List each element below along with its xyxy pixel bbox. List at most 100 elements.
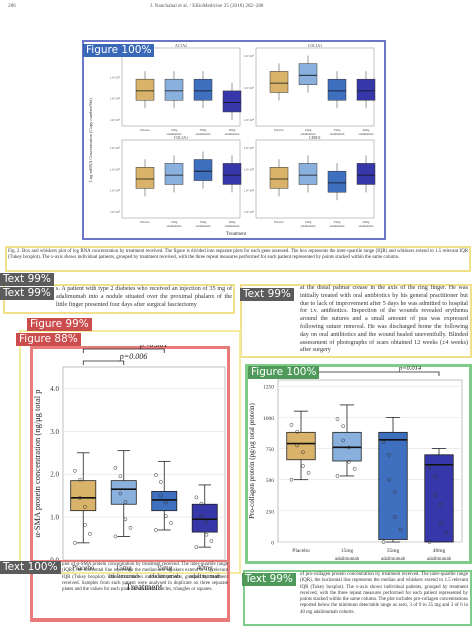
figure-tag-left-inner: Figure 88% — [16, 333, 81, 346]
top-box — [269, 71, 289, 93]
undefined-point — [335, 474, 340, 478]
top-panel-ytick: 1.0×10⁵ — [244, 86, 254, 90]
top-xtick: adalimumab — [196, 132, 211, 136]
top-xtick: 35mg — [200, 128, 207, 132]
top-panel-ytick: 1.0×10⁵ — [244, 167, 254, 171]
text-tag-4: Text 100% — [0, 561, 61, 574]
alpha-sma-boxplot: 0.01.02.03.04.0Placebo15mgadalimumab35mg… — [33, 345, 226, 592]
top-xtick: adalimumab — [196, 224, 211, 228]
undefined-point — [118, 474, 123, 479]
undefined-xtick: 40mg — [197, 564, 213, 572]
top-xtick: 40mg — [363, 220, 370, 224]
undefined-point — [444, 530, 449, 535]
undefined-sig-label: p<0.001 — [139, 345, 167, 349]
undefined-ytick: 500 — [266, 478, 275, 484]
undefined-xtick: 40mg — [433, 548, 446, 554]
undefined-point — [427, 465, 432, 470]
top-box — [356, 78, 376, 101]
body-text-left: s. A patient with type 2 diabetes who re… — [56, 286, 232, 308]
undefined-point — [204, 520, 209, 525]
undefined-point — [301, 464, 305, 468]
undefined-point — [352, 467, 357, 471]
top-xtick: adalimumab — [225, 224, 240, 228]
top-box — [222, 163, 242, 185]
top-box — [269, 167, 289, 189]
undefined-point — [387, 477, 392, 482]
top-panel-title: COL1A1 — [308, 44, 322, 48]
text-tag-2: Text 99% — [0, 287, 54, 300]
undefined-point — [164, 514, 168, 519]
undefined-point — [204, 532, 209, 537]
top-box — [135, 167, 155, 189]
figure-tag-top: Figure 100% — [83, 44, 155, 57]
undefined-point — [73, 468, 77, 473]
undefined-sig-label: p=0.006 — [119, 352, 147, 361]
undefined-point — [289, 477, 294, 482]
top-box — [298, 63, 318, 85]
top-figure: Log mRNA Concentration (Copy number/Std)… — [88, 44, 376, 237]
top-box — [193, 159, 213, 181]
caption-right: of pro-collagen protein concentration by… — [300, 572, 468, 615]
undefined-xtick: adalimumab — [148, 573, 180, 580]
top-figure-ylabel: Log mRNA Concentration (Copy number/Std) — [88, 98, 93, 182]
figure-tag-right: Figure 100% — [248, 366, 320, 379]
top-box — [164, 78, 184, 101]
top-box — [298, 163, 318, 185]
undefined-xtick: adalimumab — [108, 573, 140, 580]
top-panel-ytick: 1.0×10³ — [244, 210, 254, 214]
top-xtick: 15mg — [171, 128, 178, 132]
undefined-point — [341, 424, 346, 429]
top-xtick: adalimumab — [167, 132, 182, 136]
top-xtick: 40mg — [363, 128, 370, 132]
text-tag-5: Text 99% — [242, 573, 296, 586]
top-panel-frame — [121, 47, 241, 127]
top-figure-box — [82, 40, 386, 240]
undefined-point — [341, 438, 346, 443]
top-xtick: adalimumab — [359, 132, 374, 136]
undefined-box — [110, 480, 137, 505]
undefined-point — [295, 443, 300, 448]
top-panel-ytick: 1.0×10⁶ — [244, 54, 254, 58]
undefined-point — [83, 522, 87, 527]
figure-box-left-inner — [30, 346, 230, 622]
undefined-box — [378, 431, 408, 540]
undefined-ytick: 1.0 — [50, 514, 59, 522]
figure-box-right — [245, 364, 472, 564]
figure-box-left-outer — [19, 330, 241, 574]
undefined-point — [433, 474, 438, 479]
undefined-sig-bracket — [82, 348, 165, 353]
undefined-ytick: 4.0 — [50, 385, 59, 393]
undefined-point — [427, 540, 432, 544]
undefined-xtick: 35mg — [387, 548, 400, 554]
top-panel-ytick: 1.0×10⁶ — [110, 146, 120, 150]
undefined-xtick: adalimumab — [427, 557, 452, 562]
undefined-point — [73, 540, 77, 545]
undefined-point — [398, 527, 403, 532]
caption-box-top — [5, 246, 471, 272]
undefined-point — [289, 423, 294, 427]
caption-box-left — [30, 560, 230, 620]
figure-tag-left-outer: Figure 99% — [27, 318, 92, 331]
undefined-point — [169, 521, 173, 525]
top-xtick: adalimumab — [359, 224, 374, 228]
top-xtick: Placebo — [274, 128, 284, 132]
undefined-sig-bracket — [82, 360, 125, 365]
top-panel-ytick: 1.0×10³ — [110, 210, 120, 214]
undefined-point — [199, 514, 204, 518]
top-panel-ytick: 1.0×10⁶ — [244, 146, 254, 150]
top-panel-ytick: 1.0×10⁴ — [244, 118, 255, 122]
top-panel-ytick: 1.0×10⁴ — [110, 97, 121, 101]
top-xtick: 35mg — [334, 220, 341, 224]
undefined-point — [159, 493, 163, 498]
undefined-point — [199, 501, 204, 506]
top-xtick: adalimumab — [225, 132, 240, 136]
undefined-point — [159, 480, 163, 484]
top-xtick: 40mg — [229, 220, 236, 224]
undefined-point — [123, 500, 128, 504]
undefined-ytick: 2.0 — [50, 471, 59, 479]
page-number: 286 — [8, 3, 16, 9]
top-box — [327, 170, 347, 193]
undefined-point — [381, 540, 386, 544]
undefined-point — [83, 504, 87, 509]
undefined-point — [335, 417, 340, 421]
